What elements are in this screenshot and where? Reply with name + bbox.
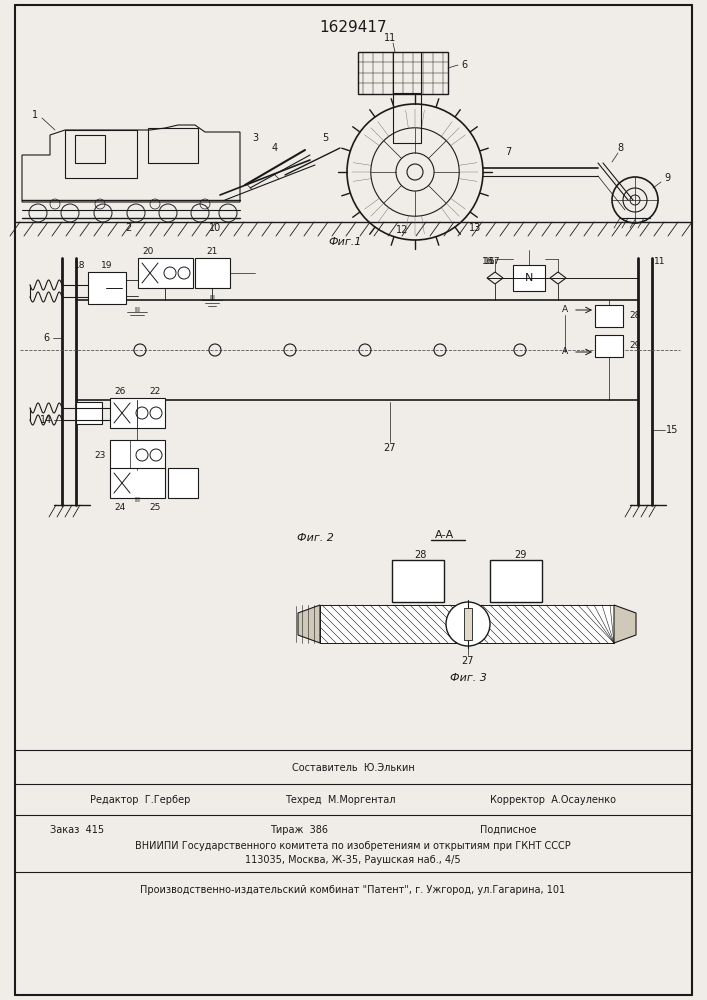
Text: 29: 29: [629, 342, 641, 351]
Bar: [168, 468, 198, 498]
Text: 22: 22: [149, 386, 160, 395]
Text: 17: 17: [489, 257, 501, 266]
Bar: [320, 605, 614, 643]
Text: А-А: А-А: [436, 530, 455, 540]
Polygon shape: [614, 605, 636, 643]
Text: 16: 16: [484, 257, 496, 266]
Bar: [513, 265, 545, 291]
Text: 1: 1: [32, 110, 38, 120]
Bar: [148, 128, 198, 163]
Text: 16: 16: [482, 257, 493, 266]
Text: 11: 11: [384, 33, 396, 43]
Polygon shape: [298, 605, 320, 643]
Text: 5: 5: [322, 133, 328, 143]
Text: 21: 21: [206, 246, 218, 255]
Bar: [595, 335, 623, 357]
Text: 19: 19: [101, 261, 112, 270]
Text: Подписное: Подписное: [480, 825, 537, 835]
Text: Редактор  Г.Гербер: Редактор Г.Гербер: [90, 795, 190, 805]
Bar: [393, 93, 421, 143]
Text: 29: 29: [514, 550, 526, 560]
Text: Техред  М.Моргентал: Техред М.Моргентал: [285, 795, 395, 805]
Text: 10: 10: [209, 223, 221, 233]
Text: 23: 23: [94, 450, 105, 460]
Text: Составитель  Ю.Элькин: Составитель Ю.Элькин: [291, 763, 414, 773]
Bar: [320, 605, 614, 643]
Text: 9: 9: [664, 173, 670, 183]
Text: 6: 6: [461, 60, 467, 70]
Text: Тираж  386: Тираж 386: [270, 825, 328, 835]
Text: 8: 8: [617, 143, 623, 153]
Bar: [110, 468, 165, 498]
Text: 18: 18: [74, 261, 86, 270]
Text: N: N: [525, 273, 533, 283]
Text: 20: 20: [142, 246, 153, 255]
Bar: [490, 560, 542, 602]
Bar: [76, 402, 102, 424]
Bar: [65, 130, 137, 178]
Text: 6: 6: [43, 333, 49, 343]
Text: А: А: [562, 306, 568, 314]
Text: 113035, Москва, Ж-35, Раушская наб., 4/5: 113035, Москва, Ж-35, Раушская наб., 4/5: [245, 855, 461, 865]
Bar: [138, 258, 193, 288]
Text: 14: 14: [40, 415, 52, 425]
Text: Фиг.1: Фиг.1: [328, 237, 362, 247]
Bar: [110, 440, 165, 470]
Text: III: III: [134, 497, 140, 503]
Circle shape: [446, 602, 490, 646]
Text: А: А: [562, 348, 568, 357]
Text: III: III: [134, 307, 140, 313]
Bar: [88, 272, 126, 304]
Text: 4: 4: [272, 143, 278, 153]
Bar: [358, 52, 448, 94]
Text: Производственно-издательский комбинат "Патент", г. Ужгород, ул.Гагарина, 101: Производственно-издательский комбинат "П…: [141, 885, 566, 895]
Bar: [464, 608, 472, 640]
Text: Фиг. 2: Фиг. 2: [296, 533, 334, 543]
Text: 7: 7: [505, 147, 511, 157]
Text: 12: 12: [396, 225, 408, 235]
Text: 28: 28: [629, 312, 641, 320]
Text: Заказ  415: Заказ 415: [50, 825, 104, 835]
Text: 2: 2: [125, 223, 131, 233]
Text: III: III: [209, 295, 215, 301]
Bar: [75, 135, 105, 163]
Text: Фиг. 3: Фиг. 3: [450, 673, 486, 683]
Text: 1629417: 1629417: [319, 20, 387, 35]
Text: 11: 11: [654, 257, 666, 266]
Bar: [110, 398, 165, 428]
Text: 28: 28: [414, 550, 426, 560]
Text: 27: 27: [462, 656, 474, 666]
Bar: [595, 305, 623, 327]
Text: 25: 25: [149, 504, 160, 512]
Text: 26: 26: [115, 386, 126, 395]
Text: 13: 13: [469, 223, 481, 233]
Bar: [195, 258, 230, 288]
Text: 24: 24: [115, 504, 126, 512]
Text: 15: 15: [666, 425, 678, 435]
Bar: [392, 560, 444, 602]
Text: 27: 27: [384, 443, 396, 453]
Text: ВНИИПИ Государственного комитета по изобретениям и открытиям при ГКНТ СССР: ВНИИПИ Государственного комитета по изоб…: [135, 841, 571, 851]
Text: Корректор  А.Осауленко: Корректор А.Осауленко: [490, 795, 616, 805]
Text: 3: 3: [252, 133, 258, 143]
